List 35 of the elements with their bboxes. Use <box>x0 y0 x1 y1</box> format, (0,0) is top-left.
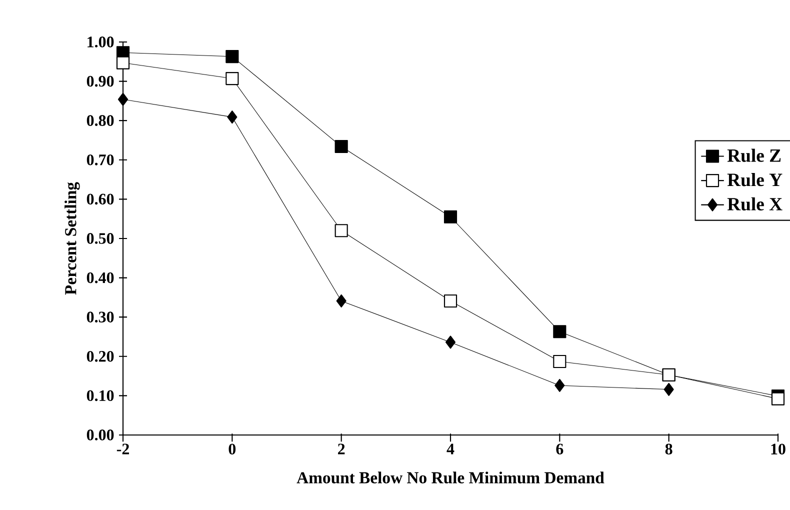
legend-label: Rule Y <box>727 173 782 186</box>
x-tick-label: -2 <box>116 444 129 454</box>
point <box>444 210 458 224</box>
point <box>553 325 566 338</box>
y-tick-label: 0.30 <box>86 312 114 323</box>
x-tick-label: 2 <box>338 444 345 454</box>
y-tick-label: 0.50 <box>86 233 114 244</box>
y-tick-label: 1.00 <box>88 36 114 48</box>
y-tick-label: 0.60 <box>86 194 114 205</box>
x-tick-label: 10 <box>771 444 786 454</box>
y-tick-label: 0.20 <box>86 350 114 362</box>
point <box>227 110 238 124</box>
y-tick-label: 0.40 <box>86 272 114 284</box>
y-tick-label: 0.80 <box>86 115 114 126</box>
y-tick-label: 0.70 <box>86 154 114 166</box>
point <box>226 50 239 64</box>
y-axis-title: Percent Settling <box>64 182 80 295</box>
x-tick-label: 8 <box>665 444 672 454</box>
point <box>771 392 785 406</box>
point <box>336 294 346 308</box>
point <box>334 140 348 154</box>
legend-label: Rule Z <box>727 148 781 162</box>
y-tick-label: 0.10 <box>86 390 114 402</box>
point <box>116 56 130 70</box>
point <box>664 382 674 396</box>
x-tick-label: 6 <box>556 444 564 454</box>
point <box>445 336 456 349</box>
x-tick-label: 0 <box>228 444 236 454</box>
y-tick-label: 0.00 <box>86 430 114 440</box>
point <box>118 92 128 106</box>
point <box>554 378 565 392</box>
x-axis-title: Amount Below No Rule Minimum Demand <box>296 472 604 484</box>
legend-label: Rule X <box>727 197 782 211</box>
x-tick-label: 4 <box>446 444 454 454</box>
y-tick-label: 0.90 <box>86 76 114 87</box>
